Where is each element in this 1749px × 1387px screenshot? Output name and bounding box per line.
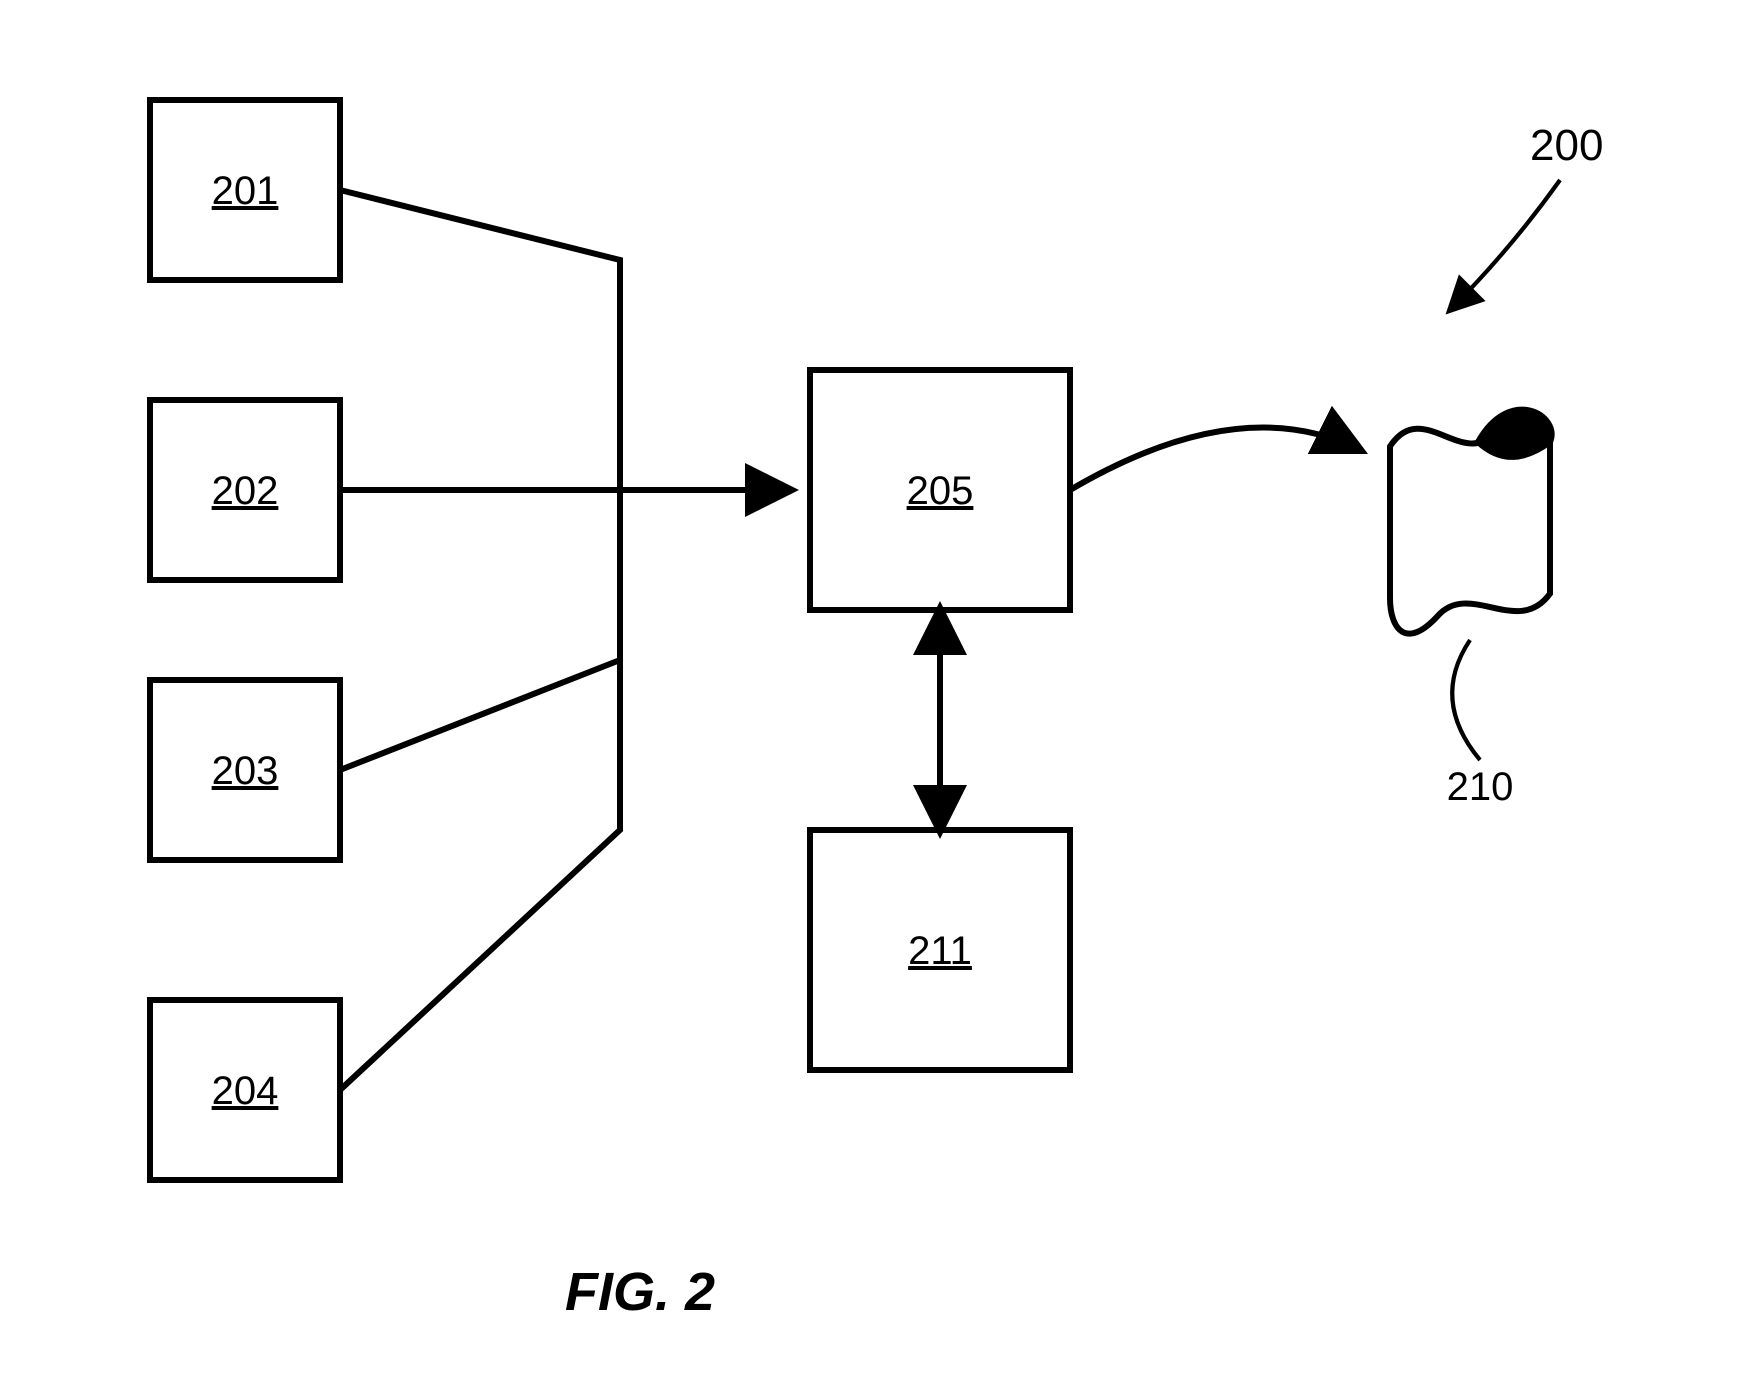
doc-leader [1452, 640, 1480, 760]
node-label-202: 202 [212, 469, 279, 513]
figure-ref-numeral: 200 [1530, 121, 1603, 170]
edge-e203 [340, 490, 620, 770]
node-label-205: 205 [907, 469, 974, 513]
figure-caption: FIG. 2 [565, 1262, 715, 1322]
node-label-203: 203 [212, 749, 279, 793]
node-label-204: 204 [212, 1069, 279, 1113]
output-arrow [1070, 428, 1360, 491]
edge-e204 [340, 490, 620, 1090]
doc-label: 210 [1447, 765, 1514, 809]
figure-ref-leader [1450, 180, 1560, 310]
document-curl [1478, 410, 1552, 457]
node-label-211: 211 [908, 929, 972, 973]
node-label-201: 201 [212, 169, 279, 213]
figure-2-diagram: 201 202 203 204 205 211 210 200 FIG. 2 [0, 0, 1749, 1382]
edge-e201 [340, 190, 620, 490]
